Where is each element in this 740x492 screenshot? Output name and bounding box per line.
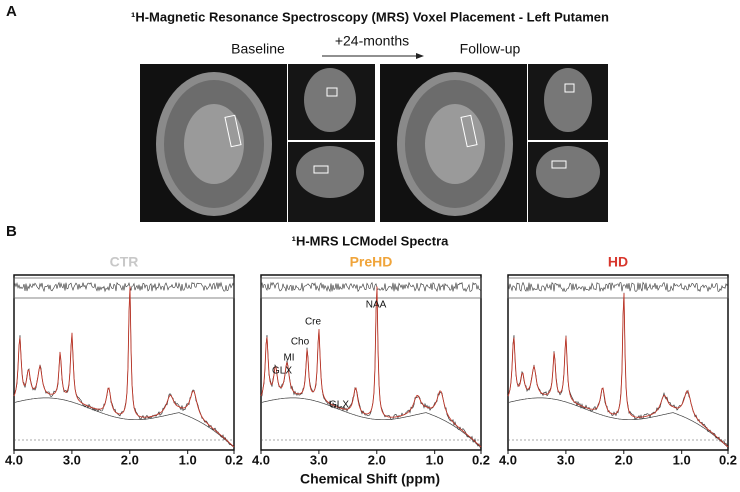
plot-frame (13, 274, 235, 451)
x-tick-label: 2.0 (615, 452, 633, 467)
raw-spectrum (260, 287, 482, 450)
group-title: CTR (110, 254, 139, 270)
panel-label: A (6, 3, 17, 20)
raw-spectrum (13, 286, 235, 447)
x-tick-label: 1.0 (426, 452, 444, 467)
group-title: PreHD (350, 254, 393, 270)
x-tick-label: 3.0 (63, 452, 81, 467)
x-tick-label: 0.2 (719, 452, 737, 467)
peak-label: GLX (272, 366, 292, 377)
baseline-curve (507, 397, 729, 448)
peak-label: NAA (366, 300, 387, 311)
peak-label: MI (283, 353, 294, 364)
mri-followup (380, 64, 608, 222)
peak-label: Cre (305, 317, 322, 328)
spectra: CTR 4.0 3.0 2.0 1.0 0.2 PreHD 4.0 3.0 2.0 1.0 0.2 HD… (5, 254, 737, 468)
residual-box (260, 277, 482, 299)
residual-box (507, 277, 729, 299)
x-tick-label: 1.0 (673, 452, 691, 467)
x-tick-label: 0.2 (225, 452, 243, 467)
baseline-label: Baseline (231, 41, 285, 57)
baseline-curve (260, 397, 482, 448)
group-title: HD (608, 254, 628, 270)
raw-spectrum (507, 292, 729, 450)
x-tick-label: 1.0 (179, 452, 197, 467)
fit-spectrum (260, 286, 482, 448)
x-tick-label: 3.0 (557, 452, 575, 467)
x-tick-label: 2.0 (368, 452, 386, 467)
mri-baseline (140, 64, 375, 222)
residual-box (13, 277, 235, 299)
x-tick-label: 4.0 (5, 452, 23, 467)
followup-label: Follow-up (460, 41, 521, 57)
x-tick-label: 3.0 (310, 452, 328, 467)
panel-title: ¹H-MRS LCModel Spectra (292, 233, 450, 248)
panel-title: ¹H-Magnetic Resonance Spectroscopy (MRS)… (131, 9, 609, 24)
baseline-curve (13, 397, 235, 448)
fit-spectrum (13, 286, 235, 448)
x-axis-label: Chemical Shift (ppm) (300, 471, 440, 487)
fit-spectrum (507, 293, 729, 448)
plot-frame (507, 274, 729, 451)
x-tick-label: 2.0 (121, 452, 139, 467)
peak-label: Cho (291, 337, 310, 348)
residual (260, 281, 482, 293)
arrow-head (416, 53, 424, 59)
panel-label: B (6, 223, 17, 240)
interval-label: +24-months (335, 33, 409, 49)
residual (13, 281, 235, 293)
x-tick-label: 4.0 (499, 452, 517, 467)
residual (507, 281, 729, 293)
peak-label: GLX (329, 400, 349, 411)
plot-frame (260, 274, 482, 451)
x-tick-label: 0.2 (472, 452, 490, 467)
x-tick-label: 4.0 (252, 452, 270, 467)
